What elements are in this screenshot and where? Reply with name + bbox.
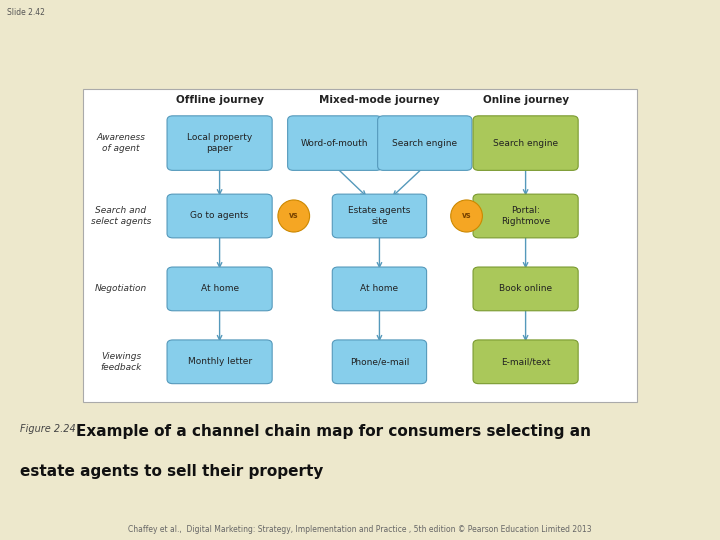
Text: estate agents to sell their property: estate agents to sell their property xyxy=(20,464,323,480)
Text: Word-of-mouth: Word-of-mouth xyxy=(301,139,369,147)
Text: vs: vs xyxy=(289,212,299,220)
FancyBboxPatch shape xyxy=(167,267,272,311)
Text: vs: vs xyxy=(462,212,472,220)
Text: Offline journey: Offline journey xyxy=(176,95,264,105)
Text: Go to agents: Go to agents xyxy=(191,212,248,220)
FancyBboxPatch shape xyxy=(167,116,272,171)
Text: Figure 2.24: Figure 2.24 xyxy=(20,424,76,434)
Ellipse shape xyxy=(278,200,310,232)
FancyBboxPatch shape xyxy=(473,194,578,238)
Text: Monthly letter: Monthly letter xyxy=(187,357,252,366)
Text: Negotiation: Negotiation xyxy=(95,285,147,293)
Text: Viewings
feedback: Viewings feedback xyxy=(100,352,142,372)
FancyBboxPatch shape xyxy=(377,116,472,171)
FancyBboxPatch shape xyxy=(473,116,578,171)
Text: Local property
paper: Local property paper xyxy=(187,133,252,153)
Text: Book online: Book online xyxy=(499,285,552,293)
Text: At home: At home xyxy=(361,285,398,293)
FancyBboxPatch shape xyxy=(83,89,637,402)
FancyBboxPatch shape xyxy=(473,340,578,383)
Text: Search engine: Search engine xyxy=(392,139,457,147)
Text: Search engine: Search engine xyxy=(493,139,558,147)
FancyBboxPatch shape xyxy=(167,194,272,238)
FancyBboxPatch shape xyxy=(333,194,426,238)
FancyBboxPatch shape xyxy=(333,267,426,311)
Text: Online journey: Online journey xyxy=(482,95,569,105)
Text: At home: At home xyxy=(201,285,238,293)
Ellipse shape xyxy=(451,200,482,232)
FancyBboxPatch shape xyxy=(333,340,426,383)
Text: Chaffey et al.,  Digital Marketing: Strategy, Implementation and Practice , 5th : Chaffey et al., Digital Marketing: Strat… xyxy=(128,524,592,534)
Text: Example of a channel chain map for consumers selecting an: Example of a channel chain map for consu… xyxy=(76,424,591,439)
Text: Search and
select agents: Search and select agents xyxy=(91,206,151,226)
Text: Estate agents
site: Estate agents site xyxy=(348,206,410,226)
Text: Portal:
Rightmove: Portal: Rightmove xyxy=(501,206,550,226)
FancyBboxPatch shape xyxy=(473,267,578,311)
Text: Phone/e-mail: Phone/e-mail xyxy=(350,357,409,366)
FancyBboxPatch shape xyxy=(167,340,272,383)
FancyBboxPatch shape xyxy=(288,116,382,171)
Text: E-mail/text: E-mail/text xyxy=(501,357,550,366)
Text: Mixed-mode journey: Mixed-mode journey xyxy=(319,95,440,105)
Text: Slide 2.42: Slide 2.42 xyxy=(7,8,45,17)
Text: Awareness
of agent: Awareness of agent xyxy=(96,133,145,153)
